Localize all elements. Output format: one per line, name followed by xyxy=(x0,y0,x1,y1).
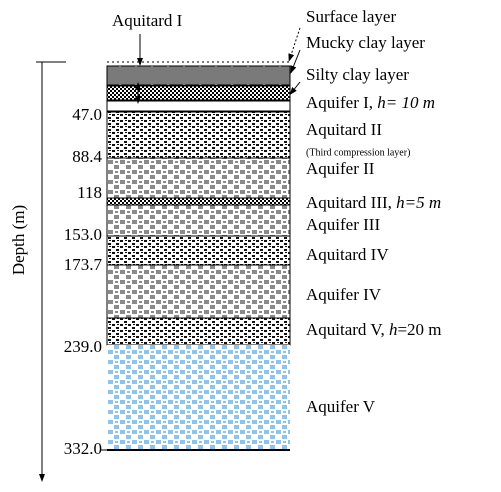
layer-label: Aquitard II xyxy=(306,120,382,139)
layer-label: Surface layer xyxy=(306,7,396,26)
aquitard-4 xyxy=(106,235,291,266)
layer-label: Aquifer IV xyxy=(306,285,382,304)
aquifer-1 xyxy=(106,100,291,112)
label-tail: =20 m xyxy=(397,320,441,339)
aquitard-5 xyxy=(106,317,291,346)
arrow xyxy=(288,27,301,62)
layer-label: Aquifer V xyxy=(306,397,376,416)
label: Aquifer I, xyxy=(306,93,377,112)
layers xyxy=(106,61,291,451)
axis xyxy=(36,61,107,482)
depth-label: 47.0 xyxy=(72,105,102,124)
layer-label: Aquifer II xyxy=(306,159,375,178)
aquitard-3 xyxy=(106,197,291,206)
label: Aquitard V, xyxy=(306,320,389,339)
layer-label: Aquitard V, h=20 m xyxy=(306,320,442,339)
depth-label: 118 xyxy=(77,183,102,202)
silty-clay xyxy=(106,85,291,101)
layer-label: Aquifer I, h= 10 m xyxy=(306,93,435,112)
label-italic: h= 10 m xyxy=(377,93,435,112)
depth-label: 239.0 xyxy=(64,337,102,356)
aquifer-2 xyxy=(106,157,291,199)
depth-label: 173.7 xyxy=(64,255,103,274)
layer-note: (Third compression layer) xyxy=(306,147,410,158)
layer-label: Aquifer III xyxy=(306,215,380,234)
layer-label: Aquitard III, h=5 m xyxy=(306,193,441,212)
depth-label: 153.0 xyxy=(64,225,102,244)
aquifer-4 xyxy=(106,264,291,319)
aquifer-5 xyxy=(107,345,290,450)
axis-label: Depth (m) xyxy=(9,205,28,275)
label: Aquitard III, xyxy=(306,193,396,212)
label-italic: h xyxy=(389,320,398,339)
depth-label: 332.0 xyxy=(64,439,102,458)
layer-label: Aquitard IV xyxy=(306,245,389,264)
arrows xyxy=(135,27,301,104)
top-label: Aquitard I xyxy=(112,11,183,30)
layer-label: Silty clay layer xyxy=(306,65,409,84)
mucky-clay xyxy=(106,65,291,86)
aquitard-2 xyxy=(106,111,291,159)
arrow xyxy=(290,49,301,74)
label-italic: h=5 m xyxy=(396,193,441,212)
depth-label: 88.4 xyxy=(72,147,102,166)
aquifer-3 xyxy=(106,204,291,237)
arrow xyxy=(289,81,301,96)
layer-label: Mucky clay layer xyxy=(306,33,425,52)
